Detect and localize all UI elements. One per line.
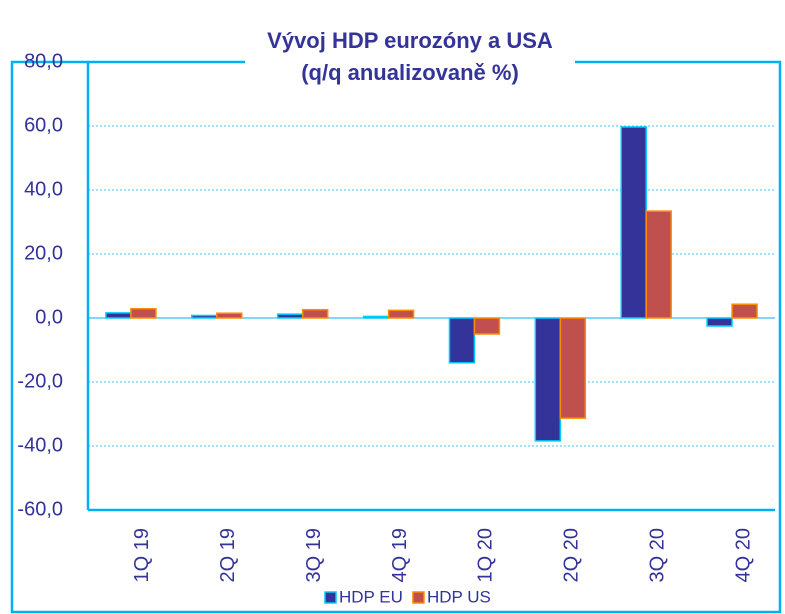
bar: [534, 317, 562, 442]
legend-swatch: [324, 591, 337, 604]
bar: [706, 317, 733, 327]
bar: [448, 317, 476, 364]
bar: [105, 312, 132, 319]
bar: [473, 317, 501, 335]
y-tick-label: 60,0: [24, 114, 63, 136]
y-tick-label: -60,0: [17, 498, 63, 520]
chart-title: Vývoj HDP eurozóny a USA: [267, 28, 553, 53]
bar: [645, 210, 672, 319]
y-tick-label: 0,0: [35, 306, 63, 328]
y-tick-label: -20,0: [17, 370, 63, 392]
y-tick-label: 80,0: [24, 50, 63, 72]
x-tick-label: 2Q 20: [561, 528, 583, 582]
legend-label: HDP EU: [339, 587, 403, 606]
x-tick-label: 1Q 20: [475, 528, 497, 582]
legend-swatch: [412, 591, 425, 604]
x-tick-label: 4Q 20: [732, 528, 754, 582]
x-tick-label: 4Q 19: [389, 528, 411, 582]
chart-subtitle: (q/q anualizovaně %): [301, 60, 519, 85]
bar: [276, 313, 304, 319]
x-tick-label: 1Q 19: [131, 528, 153, 582]
bar: [559, 317, 587, 419]
x-tick-label: 2Q 19: [217, 528, 239, 582]
bar: [362, 315, 390, 319]
frame: [10, 60, 782, 614]
bar: [130, 307, 157, 319]
y-tick-label: -40,0: [17, 434, 63, 456]
x-tick-label: 3Q 19: [303, 528, 325, 582]
legend-label: HDP US: [427, 587, 491, 606]
y-tick-label: 40,0: [24, 178, 63, 200]
y-tick-label: 20,0: [24, 242, 63, 264]
bar: [731, 303, 758, 319]
bar: [620, 126, 647, 319]
bar: [301, 308, 329, 319]
bar: [216, 312, 243, 319]
x-tick-label: 3Q 20: [646, 528, 668, 582]
bar: [191, 314, 218, 319]
bar: [387, 309, 415, 319]
